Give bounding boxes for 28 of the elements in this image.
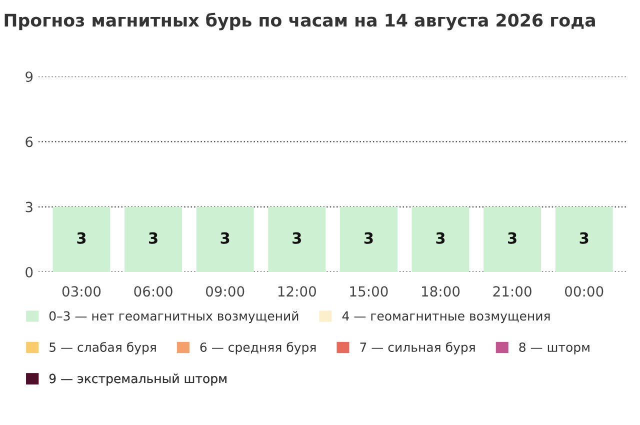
chart-title: Прогноз магнитных бурь по часам на 14 августа 2026 года [4,12,595,30]
data-label: 3 [292,232,301,244]
data-label: 3 [364,232,373,244]
x-tick-label: 06:00 [134,286,172,297]
y-tick-label: 6 [26,136,33,148]
data-label: 3 [436,232,445,244]
x-tick-label: 15:00 [350,286,388,297]
legend-label: 0–3 — нет геомагнитных возмущений [49,311,298,324]
x-tick-label: 03:00 [62,286,101,297]
data-label: 3 [77,232,86,244]
data-label: 3 [148,232,158,244]
legend-label: 9 — экстремальный шторм [49,374,226,386]
x-tick-label: 18:00 [422,286,460,297]
x-tick-label: 21:00 [493,286,532,297]
legend-label: 5 — слабая буря [50,342,156,354]
legend-label: 4 — геомагнитные возмущения [342,311,550,324]
x-tick-label: 12:00 [278,286,316,297]
legend-label: 7 — сильная буря [360,342,475,354]
x-tick-label: 09:00 [206,286,244,297]
x-tick-label: 00:00 [565,286,604,297]
y-tick-label: 0 [26,266,33,278]
y-tick-label: 9 [26,71,33,82]
legend-label: 8 — шторм [519,342,590,354]
y-tick-label: 3 [26,202,32,212]
data-label: 3 [508,232,516,244]
legend-label: 6 — средняя буря [200,342,316,354]
data-label: 3 [580,232,588,244]
data-label: 3 [220,232,230,244]
